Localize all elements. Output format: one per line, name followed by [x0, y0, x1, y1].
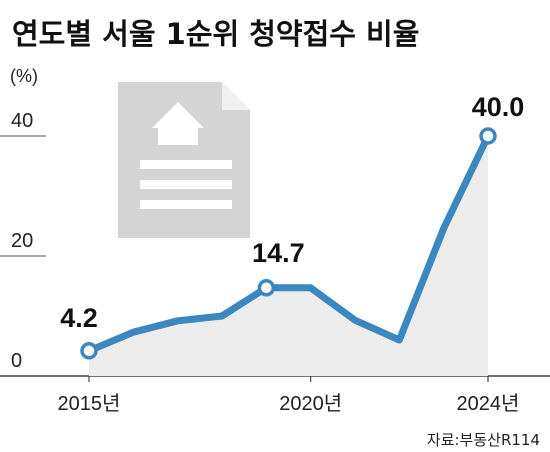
series-area [89, 136, 488, 376]
x-tick-label: 2024년 [457, 392, 520, 415]
data-label: 14.7 [252, 238, 305, 268]
y-tick-label: 0 [11, 350, 22, 372]
chart-title: 연도별 서울 1순위 청약접수 비율 [12, 17, 419, 51]
data-label: 4.2 [60, 303, 98, 333]
document-house-icon [118, 82, 250, 238]
data-point-marker [479, 127, 497, 145]
data-point-marker [257, 279, 276, 297]
y-tick-label: 40 [11, 110, 33, 132]
series-line [85, 132, 492, 355]
y-tick-label: 20 [11, 230, 33, 252]
data-point-marker [80, 342, 98, 360]
source-note: 자료:부동산R114 [427, 431, 540, 449]
x-axis: 2015년 2020년 2024년 [0, 375, 550, 415]
plot-area: 4.2 14.7 40.0 [60, 92, 524, 376]
data-label: 40.0 [472, 92, 525, 122]
x-tick-label: 2020년 [279, 392, 342, 415]
y-axis: 40 20 0 [0, 110, 46, 372]
y-unit-label: (%) [10, 66, 38, 86]
x-tick-label: 2015년 [58, 392, 121, 415]
